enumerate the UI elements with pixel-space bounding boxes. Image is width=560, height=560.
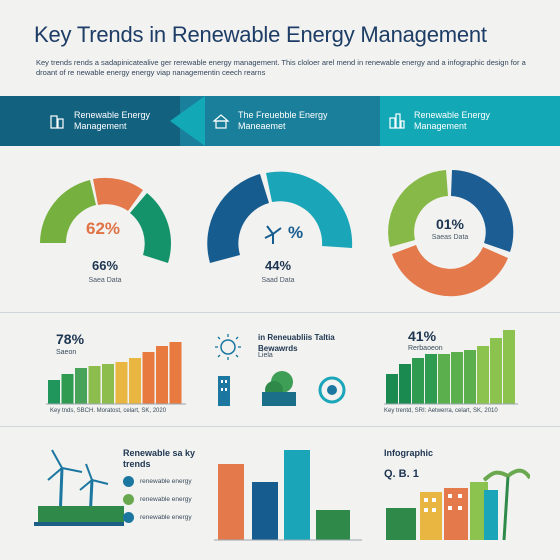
banner-segment-1: Renewable Energy Management bbox=[48, 96, 178, 146]
left-bar bbox=[102, 364, 114, 404]
donut-1-segment-orange bbox=[93, 177, 143, 211]
left-bar bbox=[75, 368, 87, 404]
right-bar-chart bbox=[384, 330, 518, 405]
wind-turbines-illustration bbox=[34, 449, 124, 526]
donut-1 bbox=[40, 177, 172, 263]
city-icon bbox=[389, 113, 405, 129]
donut-2-percent: 44% bbox=[264, 258, 292, 273]
bottom-left-title: Renewable sa ky trends bbox=[123, 448, 196, 469]
banner-segment-2-label: The Freuebble Energy Maneaemet bbox=[238, 110, 328, 131]
right-bar bbox=[412, 358, 424, 404]
legend-item-3-label: renewable energy bbox=[140, 514, 192, 521]
banner-arrow-left bbox=[170, 96, 205, 146]
left-bar bbox=[129, 358, 141, 404]
legend-dot-2 bbox=[123, 494, 134, 505]
bottom-right-title: Infographic bbox=[384, 448, 433, 458]
right-bars-axis: Key trentd, SRI: Aetwerra, celart, SK, 2… bbox=[384, 408, 498, 414]
palm-tree-icon bbox=[482, 468, 530, 482]
left-bar bbox=[48, 380, 60, 404]
right-bar bbox=[399, 364, 411, 404]
donut-3-segment-blue bbox=[451, 170, 514, 252]
banner-background bbox=[0, 96, 560, 146]
donut-2 bbox=[207, 171, 353, 263]
banner-segment-1-label: Renewable Energy Management bbox=[74, 110, 151, 131]
donut-3-segment-orange bbox=[392, 245, 508, 297]
middle-sub: Liela bbox=[258, 352, 273, 359]
divider-2 bbox=[0, 426, 560, 427]
donut-1-caption: Saea Data bbox=[88, 277, 122, 284]
donut-3-caption: Saeas Data bbox=[431, 234, 469, 241]
bottom-right-sub: Q. B. 1 bbox=[384, 468, 419, 480]
banner-segment-2: The Freuebble Energy Maneaemet bbox=[212, 96, 352, 146]
right-bar bbox=[490, 338, 502, 404]
donut-2-segment-blue bbox=[207, 174, 269, 263]
legend-item-2: renewable energy bbox=[123, 494, 192, 505]
legend-item-3: renewable energy bbox=[123, 512, 192, 523]
donut-2-segment-teal bbox=[266, 171, 353, 248]
tower-icon bbox=[218, 376, 230, 406]
left-bar-chart bbox=[46, 342, 186, 405]
donut-2-inner-label bbox=[263, 224, 287, 249]
middle-illustration bbox=[218, 371, 346, 406]
city-illustration bbox=[386, 468, 530, 541]
bottom-bar-3 bbox=[284, 450, 310, 540]
legend-item-1: renewable energy bbox=[123, 476, 192, 487]
right-bar bbox=[477, 346, 489, 404]
left-bar bbox=[115, 362, 128, 404]
right-bars-label: Rerbaoeon bbox=[408, 345, 443, 352]
right-bar bbox=[451, 352, 463, 404]
sun-icon bbox=[215, 334, 241, 360]
banner-arrow-right bbox=[345, 96, 380, 146]
left-bar bbox=[156, 346, 168, 404]
donut-3-inner-label: 01% bbox=[435, 216, 465, 232]
left-bars-axis: Key tnds, SBCH. Moratost, celart, SK, 20… bbox=[50, 408, 167, 414]
left-bar bbox=[88, 366, 101, 404]
bottom-bar-4 bbox=[316, 510, 350, 540]
right-bar bbox=[503, 330, 515, 404]
donut-2-inner-percent: % bbox=[288, 223, 304, 242]
right-bar bbox=[425, 354, 437, 404]
donut-1-segment-green bbox=[40, 180, 96, 243]
left-bar bbox=[142, 352, 155, 404]
banner-segment-3: Renewable Energy Management bbox=[388, 96, 538, 146]
page-title: Key Trends in Renewable Energy Managemen… bbox=[34, 22, 487, 47]
bottom-bar-chart bbox=[214, 450, 362, 541]
donut-3 bbox=[388, 170, 514, 297]
gauge-icon bbox=[318, 376, 346, 404]
bottom-bar-2 bbox=[252, 482, 278, 540]
donut-1-inner-label: 62% bbox=[86, 219, 121, 238]
divider-1 bbox=[0, 312, 560, 313]
donut-1-segment-teal bbox=[130, 193, 172, 263]
left-bars-percent: 78% bbox=[56, 331, 85, 347]
left-bars-label: Saeon bbox=[56, 349, 77, 356]
banner bbox=[0, 96, 560, 146]
left-bar bbox=[169, 342, 182, 404]
wind-turbine-icon bbox=[264, 225, 282, 244]
bottom-bar-1 bbox=[218, 464, 244, 540]
right-bar bbox=[438, 354, 450, 404]
page-subtitle: Key trends rends a sadapinicatealive ger… bbox=[36, 58, 526, 77]
legend-item-2-label: renewable energy bbox=[140, 496, 192, 503]
left-bar bbox=[61, 374, 74, 404]
legend-dot-1 bbox=[123, 476, 134, 487]
right-bars-percent: 41% bbox=[408, 328, 437, 344]
right-bar bbox=[464, 350, 476, 404]
donut-3-segment-green bbox=[388, 170, 448, 247]
middle-title: in Reneuabliis Taltia Bewawrds bbox=[258, 333, 335, 353]
legend-dot-3 bbox=[123, 512, 134, 523]
house-icon bbox=[212, 114, 230, 129]
right-bar bbox=[386, 374, 398, 404]
donut-2-caption: Saad Data bbox=[261, 277, 295, 284]
legend-item-1-label: renewable energy bbox=[140, 478, 192, 485]
donut-1-percent: 66% bbox=[91, 258, 119, 273]
building-icon bbox=[50, 115, 64, 129]
banner-segment-3-label: Renewable Energy Management bbox=[414, 110, 491, 131]
